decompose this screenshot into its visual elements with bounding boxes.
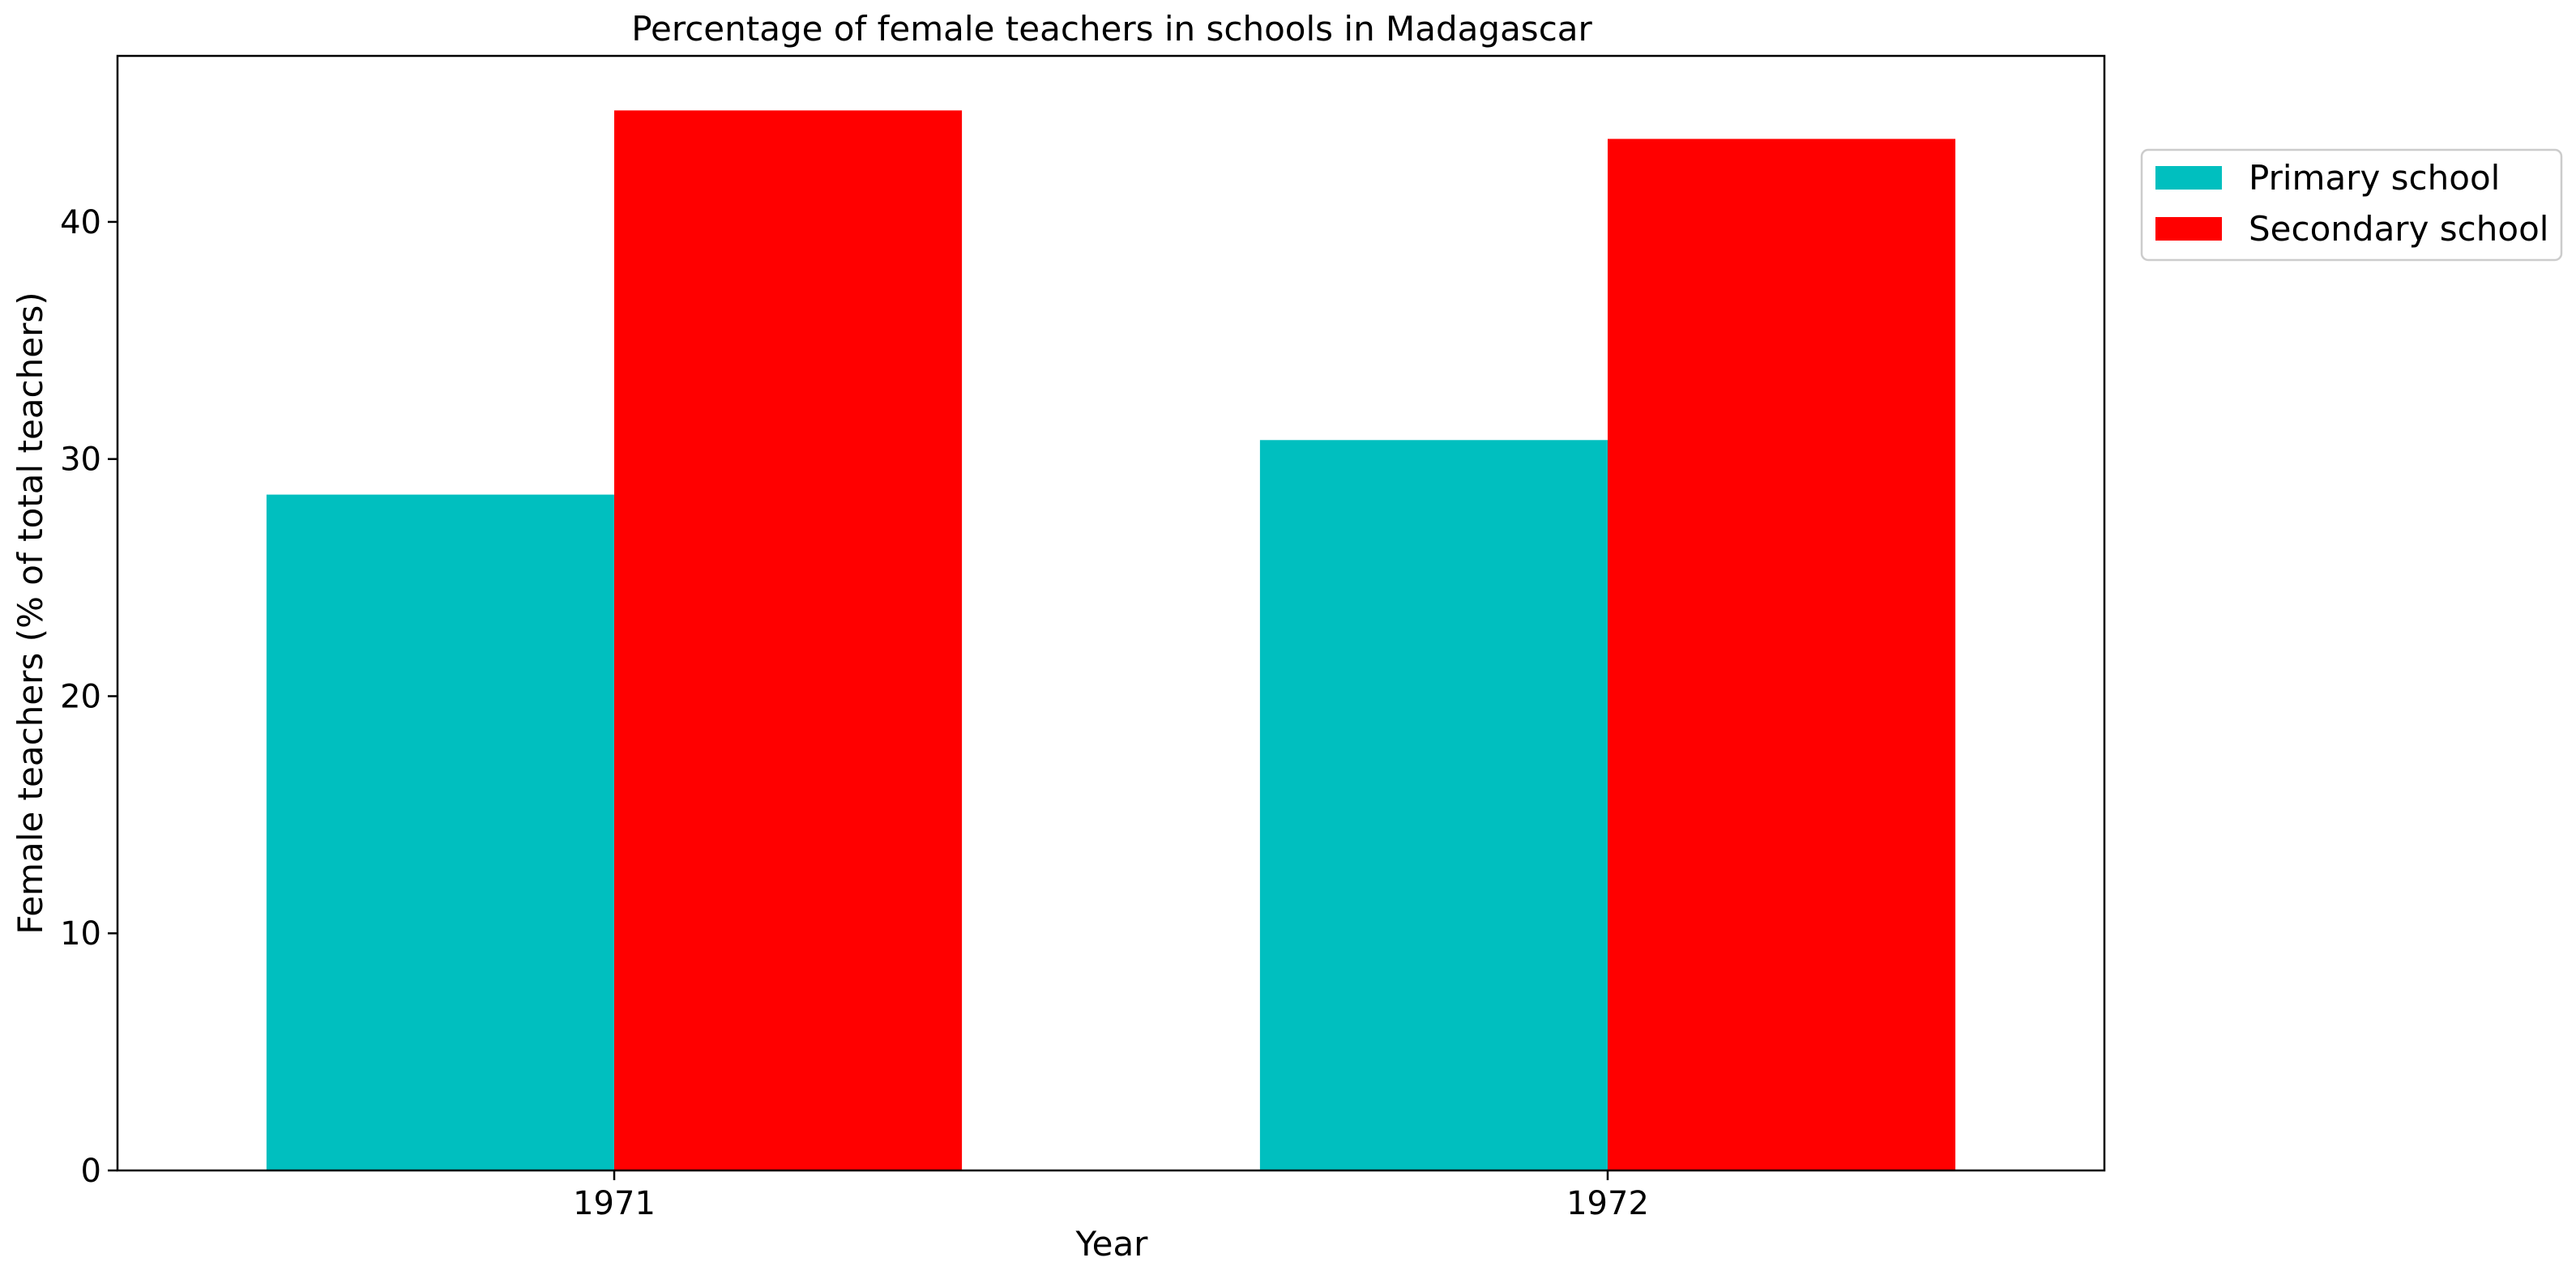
x-tick-label: 1971 xyxy=(573,1185,656,1222)
bars-group xyxy=(266,110,1956,1171)
legend-swatch xyxy=(2155,217,2222,241)
chart-title: Percentage of female teachers in schools… xyxy=(631,9,1592,49)
y-tick-label: 10 xyxy=(60,915,101,953)
y-axis: 0 10 20 30 40 xyxy=(60,204,117,1190)
bar-primary-school-1972 xyxy=(1259,440,1608,1170)
legend-label: Primary school xyxy=(2249,158,2500,198)
y-tick-label: 20 xyxy=(60,678,101,715)
y-axis-label: Female teachers (% of total teachers) xyxy=(11,292,50,934)
y-tick-label: 30 xyxy=(60,441,101,479)
x-axis: 1971 1972 xyxy=(573,1170,1649,1222)
x-tick-label: 1972 xyxy=(1566,1185,1649,1222)
x-axis-label: Year xyxy=(1075,1224,1149,1264)
legend-label: Secondary school xyxy=(2249,209,2548,249)
bar-primary-school-1971 xyxy=(266,494,614,1170)
plot-area xyxy=(116,54,2106,1172)
bar-secondary-school-1971 xyxy=(614,110,963,1170)
legend-swatch xyxy=(2155,166,2222,190)
legend-box xyxy=(2140,148,2563,262)
y-tick-label: 40 xyxy=(60,204,101,241)
y-tick-label: 0 xyxy=(81,1153,101,1190)
legend: Primary school Secondary school xyxy=(2140,148,2563,262)
bar-secondary-school-1972 xyxy=(1608,139,1956,1171)
